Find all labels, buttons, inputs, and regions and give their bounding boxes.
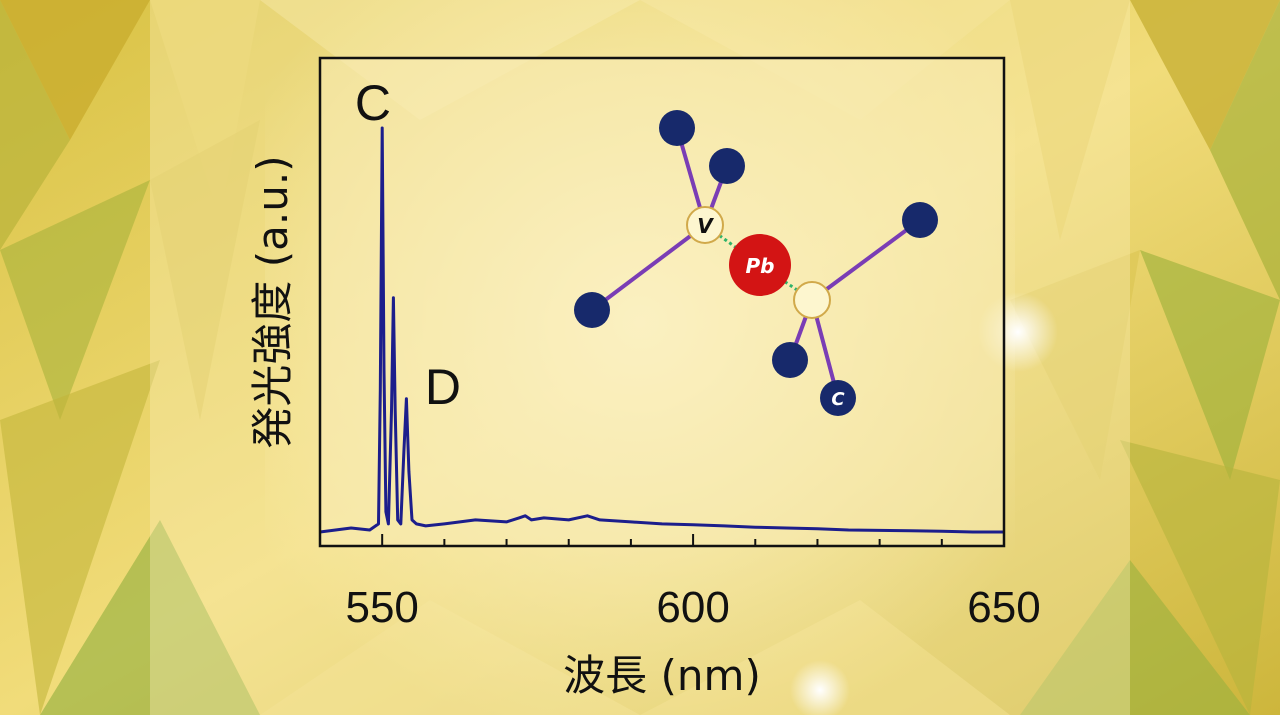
x-axis-tick-labels: 550 600 650 — [345, 583, 1040, 632]
x-axis-ticks — [381, 534, 1005, 546]
sparkle-decoration — [790, 660, 850, 715]
carbon-atom-label: C — [831, 389, 845, 410]
atom — [659, 110, 695, 146]
atom — [772, 342, 808, 378]
x-tick-label: 550 — [345, 583, 418, 632]
bond — [590, 223, 707, 312]
vacancy-site — [793, 281, 831, 319]
peak-label-c: C — [355, 75, 391, 131]
x-axis-title: 波長 (nm) — [563, 651, 761, 700]
y-axis-title: 発光強度 (a.u.) — [248, 155, 297, 448]
vacancy-site-label: V — [697, 214, 714, 238]
x-tick-label: 650 — [967, 583, 1040, 632]
atom — [709, 148, 745, 184]
bond — [810, 218, 922, 302]
atom — [574, 292, 610, 328]
vacancy-site — [686, 206, 724, 244]
plot-frame — [318, 56, 1006, 548]
plot-area — [320, 58, 1004, 546]
spectrum-line — [319, 126, 1004, 534]
coordination-bond — [759, 263, 813, 302]
carbon-atom — [820, 380, 856, 416]
lead-atom — [729, 234, 791, 296]
atom — [902, 202, 938, 238]
x-tick-label: 600 — [656, 583, 729, 632]
lead-atom-label: Pb — [746, 254, 775, 278]
molecule-illustration: C V Pb — [574, 110, 938, 416]
peak-label-d: D — [425, 359, 461, 415]
